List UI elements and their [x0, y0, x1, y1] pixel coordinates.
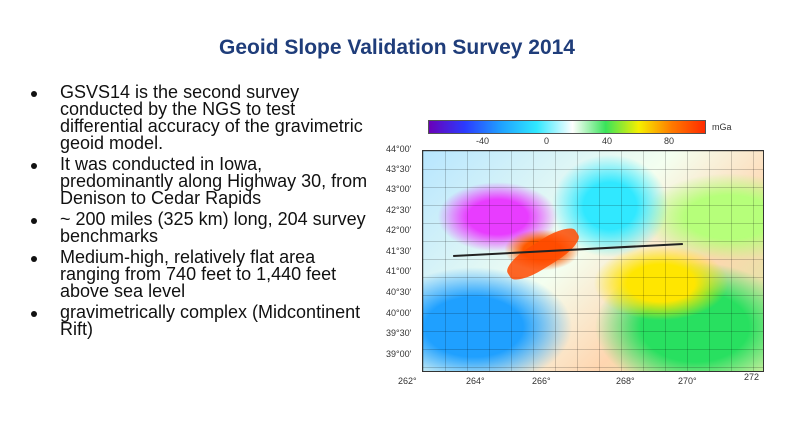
- bullet-item: GSVS14 is the second survey conducted by…: [30, 82, 370, 153]
- longitude-label: 262°: [398, 376, 417, 386]
- colorbar-unit-label: mGa: [712, 122, 732, 132]
- longitude-label: 266°: [532, 376, 551, 386]
- bullet-dot-icon: [31, 311, 37, 317]
- bullet-dot-icon: [31, 163, 37, 169]
- colorbar-tick-label: 40: [602, 136, 613, 146]
- latitude-label: 40°00': [386, 308, 412, 318]
- gravity-anomaly-map-figure: -40 0 40 80 mGa 44°00' 43°30' 43°00' 42°…: [362, 112, 782, 390]
- latitude-label: 44°00': [386, 144, 412, 154]
- latitude-label: 43°30': [386, 164, 412, 174]
- latitude-label: 42°00': [386, 225, 412, 235]
- bullet-item: It was conducted in Iowa, predominantly …: [30, 154, 370, 208]
- bullet-dot-icon: [31, 256, 37, 262]
- bullet-item: gravimetrically complex (Midcontinent Ri…: [30, 302, 370, 339]
- longitude-label: 270°: [678, 376, 697, 386]
- latitude-label: 39°00': [386, 349, 412, 359]
- slide-title: Geoid Slope Validation Survey 2014: [219, 36, 575, 59]
- colorbar-tick-label: -40: [476, 136, 490, 146]
- longitude-label: 264°: [466, 376, 485, 386]
- longitude-label: 268°: [616, 376, 635, 386]
- anomaly-map: [422, 150, 764, 372]
- bullet-list: GSVS14 is the second survey conducted by…: [30, 82, 370, 342]
- bullet-dot-icon: [31, 91, 37, 97]
- map-grid: [423, 151, 763, 371]
- latitude-label: 40°30': [386, 287, 412, 297]
- bullet-text: ~ 200 miles (325 km) long, 204 survey be…: [60, 209, 366, 246]
- bullet-text: GSVS14 is the second survey conducted by…: [60, 82, 363, 153]
- latitude-label: 41°00': [386, 266, 412, 276]
- latitude-label: 39°30': [386, 328, 412, 338]
- colorbar-tick-label: 0: [544, 136, 550, 146]
- bullet-dot-icon: [31, 218, 37, 224]
- bullet-text: gravimetrically complex (Midcontinent Ri…: [60, 302, 361, 339]
- bullet-text: It was conducted in Iowa, predominantly …: [60, 154, 368, 208]
- bullet-item: ~ 200 miles (325 km) long, 204 survey be…: [30, 209, 370, 246]
- bullet-item: Medium-high, relatively flat area rangin…: [30, 247, 370, 301]
- latitude-label: 42°30': [386, 205, 412, 215]
- longitude-label: 272: [744, 372, 760, 382]
- colorbar-tick-label: 80: [664, 136, 675, 146]
- latitude-label: 43°00': [386, 184, 412, 194]
- colorbar: [428, 120, 706, 134]
- bullet-text: Medium-high, relatively flat area rangin…: [60, 247, 337, 301]
- latitude-label: 41°30': [386, 246, 412, 256]
